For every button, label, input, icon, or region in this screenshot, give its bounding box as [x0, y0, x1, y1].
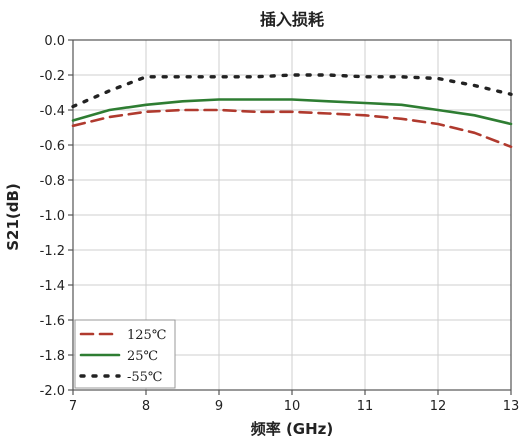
- y-tick-label: -1.6: [40, 314, 65, 329]
- x-tick-label: 11: [357, 399, 374, 414]
- x-tick-label: 10: [284, 399, 301, 414]
- x-tick-label: 13: [503, 399, 520, 414]
- x-tick-label: 12: [430, 399, 447, 414]
- y-tick-label: -0.2: [40, 69, 65, 84]
- y-tick-label: -1.4: [40, 279, 65, 294]
- y-tick-label: -0.6: [40, 139, 65, 154]
- x-tick-label: 7: [69, 399, 77, 414]
- x-tick-label: 8: [142, 399, 150, 414]
- chart-title: 插入损耗: [260, 10, 324, 29]
- y-tick-label: -1.8: [40, 349, 65, 364]
- y-tick-label: -0.4: [40, 104, 65, 119]
- x-tick-label: 9: [215, 399, 223, 414]
- x-axis-label: 频率 (GHz): [251, 420, 334, 438]
- y-tick-label: -1.2: [40, 244, 65, 259]
- legend-label-2: -55℃: [127, 370, 162, 385]
- legend: 125℃ 25℃ -55℃: [75, 320, 175, 388]
- y-tick-label: -1.0: [40, 209, 65, 224]
- y-axis-label: S21(dB): [4, 183, 22, 251]
- legend-label-1: 25℃: [127, 349, 158, 364]
- y-tick-label: -2.0: [40, 384, 65, 399]
- y-tick-label: 0.0: [44, 34, 65, 49]
- y-tick-label: -0.8: [40, 174, 65, 189]
- legend-label-0: 125℃: [127, 328, 166, 343]
